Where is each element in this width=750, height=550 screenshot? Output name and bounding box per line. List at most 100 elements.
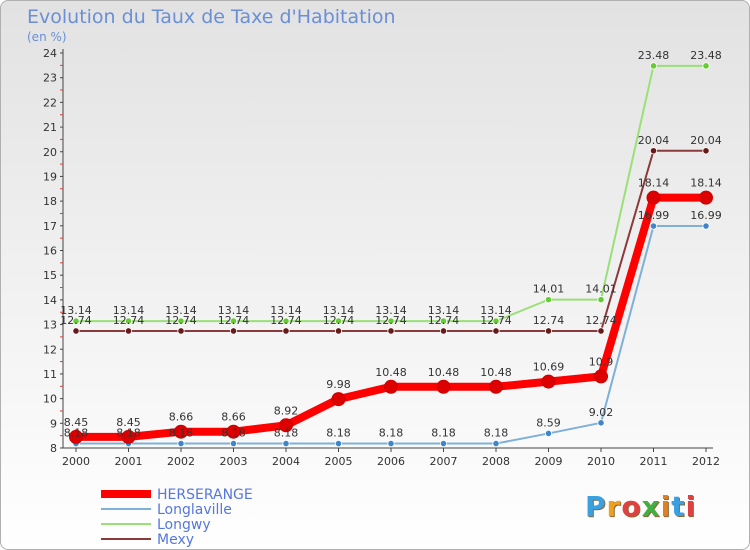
data-label-longwy: 14.01 (533, 283, 565, 296)
data-point-herserange (436, 379, 451, 394)
x-tick-label: 2005 (325, 455, 353, 468)
data-point-longwy (229, 317, 238, 325)
legend-label-mexy: Mexy (157, 532, 194, 548)
y-tick-label: 9 (50, 417, 57, 430)
y-tick-label: 22 (43, 96, 57, 109)
data-label-herserange: 8.92 (274, 404, 299, 417)
data-point-longwy (177, 317, 185, 325)
y-tick-label: 17 (43, 220, 57, 233)
x-tick-label: 2008 (482, 455, 510, 468)
data-point-mexy (124, 327, 133, 335)
data-label-herserange: 18.14 (690, 177, 722, 190)
data-label-mexy: 12.74 (533, 314, 565, 327)
data-point-herserange (541, 374, 556, 389)
data-label-mexy: 12.74 (585, 314, 617, 327)
data-point-longwy (282, 317, 290, 325)
data-label-longwy: 13.14 (113, 304, 145, 317)
data-label-herserange: 10.48 (480, 366, 512, 379)
y-tick-label: 11 (43, 368, 57, 381)
logo-letter: o (621, 490, 642, 523)
data-point-herserange (279, 418, 293, 433)
data-point-mexy (492, 327, 500, 335)
proxiti-logo: Proxiti (585, 490, 696, 523)
data-label-longlaville: 8.59 (536, 416, 561, 429)
y-tick-label: 23 (43, 72, 57, 85)
data-label-longlaville: 8.18 (64, 427, 89, 440)
x-tick-label: 2001 (115, 455, 143, 468)
data-label-longwy: 13.14 (165, 304, 197, 317)
data-point-longlaville (334, 439, 343, 448)
data-point-herserange (646, 190, 661, 205)
data-point-longwy (334, 317, 343, 325)
data-label-mexy: 12.74 (60, 314, 92, 327)
data-label-longlaville: 8.18 (431, 427, 456, 440)
legend-label-longwy: Longwy (157, 517, 211, 533)
data-label-herserange: 8.45 (116, 416, 141, 429)
data-label-mexy: 12.74 (218, 314, 250, 327)
data-label-longlaville: 16.99 (690, 209, 722, 222)
data-label-longwy: 13.14 (480, 304, 512, 317)
data-point-longlaville (544, 429, 553, 438)
data-point-herserange (226, 424, 241, 439)
data-label-longlaville: 8.18 (221, 427, 246, 440)
data-label-mexy: 12.74 (375, 314, 407, 327)
data-point-herserange (121, 429, 136, 444)
chart-subtitle: (en %) (27, 30, 67, 44)
data-label-longwy: 13.14 (428, 304, 460, 317)
data-label-longwy: 13.14 (270, 304, 302, 317)
data-label-longlaville: 8.18 (169, 427, 194, 440)
data-label-herserange: 10.69 (533, 361, 565, 374)
y-tick-label: 12 (43, 343, 57, 356)
data-label-longlaville: 8.18 (274, 427, 299, 440)
data-point-longwy (544, 296, 553, 304)
logo-letter: x (641, 490, 661, 523)
data-point-mexy (72, 327, 80, 335)
data-label-herserange: 10.48 (428, 366, 460, 379)
data-point-longlaville (229, 439, 238, 448)
data-point-longlaville (649, 222, 658, 230)
y-tick-label: 20 (43, 146, 57, 159)
data-label-herserange: 8.66 (221, 411, 246, 424)
data-label-herserange: 9.98 (326, 378, 351, 391)
data-point-herserange (331, 392, 346, 407)
data-point-longwy (649, 62, 658, 70)
data-point-herserange (699, 190, 713, 205)
data-point-longlaville (387, 439, 395, 448)
x-tick-label: 2012 (692, 455, 720, 468)
y-tick-label: 10 (43, 393, 57, 406)
legend-label-herserange: HERSERANGE (157, 487, 253, 503)
data-point-herserange (174, 424, 188, 439)
data-label-mexy: 12.74 (113, 314, 145, 327)
y-tick-label: 14 (43, 294, 57, 307)
data-point-mexy (177, 327, 185, 335)
logo-letter: P (585, 490, 607, 523)
data-label-herserange: 8.66 (169, 411, 194, 424)
x-tick-label: 2009 (535, 455, 563, 468)
logo-letter: i (660, 490, 672, 523)
data-label-herserange: 18.14 (638, 177, 670, 190)
data-point-mexy (334, 327, 343, 335)
data-point-longwy (702, 62, 710, 70)
data-label-mexy: 12.74 (323, 314, 355, 327)
data-point-longlaville (492, 439, 500, 448)
logo-letter: r (606, 490, 622, 523)
data-point-mexy (387, 327, 395, 335)
data-label-herserange: 10.9 (589, 355, 614, 368)
data-label-longlaville: 9.02 (589, 406, 614, 419)
x-tick-label: 2006 (377, 455, 405, 468)
data-label-longwy: 14.01 (585, 283, 617, 296)
data-label-longlaville: 8.18 (116, 427, 141, 440)
y-tick-label: 16 (43, 245, 57, 258)
y-tick-label: 21 (43, 121, 57, 134)
data-point-herserange (594, 369, 608, 384)
y-tick-label: 13 (43, 319, 57, 332)
data-point-longlaville (702, 222, 710, 230)
data-label-herserange: 10.48 (375, 366, 407, 379)
chart-title: Evolution du Taux de Taxe d'Habitation (27, 6, 396, 28)
data-label-longwy: 13.14 (218, 304, 250, 317)
data-label-longlaville: 8.18 (379, 427, 404, 440)
legend-label-longlaville: Longlaville (157, 502, 232, 518)
data-point-mexy (702, 147, 710, 155)
